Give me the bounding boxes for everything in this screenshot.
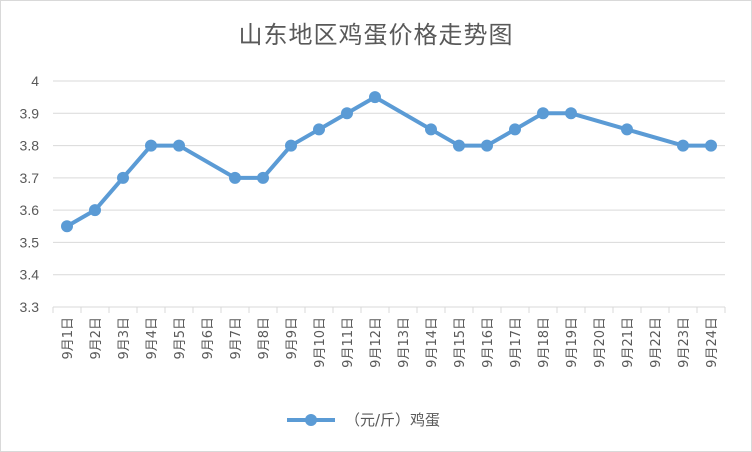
- data-point: [705, 139, 717, 152]
- data-point: [565, 107, 577, 120]
- x-tick-label: 9月1日: [61, 317, 76, 360]
- x-tick-label: 9月15日: [453, 317, 468, 368]
- x-tick-label: 9月7日: [229, 317, 244, 360]
- data-point: [285, 139, 297, 152]
- data-point: [229, 171, 241, 184]
- x-tick-label: 9月2日: [89, 317, 104, 360]
- data-point: [89, 204, 101, 217]
- data-point: [481, 139, 493, 152]
- legend-series-label: （元/斤）鸡蛋: [345, 411, 441, 429]
- data-point: [173, 139, 185, 152]
- data-point: [621, 123, 633, 136]
- x-tick-label: 9月21日: [621, 317, 636, 368]
- data-point: [313, 123, 325, 136]
- data-point: [453, 139, 465, 152]
- data-point: [257, 171, 269, 184]
- data-point: [537, 107, 549, 120]
- legend: （元/斤）鸡蛋: [285, 409, 440, 430]
- y-tick-label: 3.9: [20, 105, 40, 121]
- x-tick-label: 9月8日: [257, 317, 272, 360]
- data-point: [425, 123, 437, 136]
- data-point: [61, 220, 73, 233]
- y-tick-label: 3.5: [20, 234, 40, 250]
- data-point: [341, 107, 353, 120]
- x-tick-label: 9月16日: [481, 317, 496, 368]
- series-line: [66, 95, 711, 229]
- legend-line-marker-icon: [287, 413, 335, 426]
- x-tick-label: 9月10日: [313, 317, 328, 368]
- y-tick-label: 4: [31, 73, 39, 89]
- x-tick-label: 9月23日: [677, 317, 692, 368]
- x-tick-label: 9月17日: [509, 317, 524, 368]
- x-tick-label: 9月4日: [145, 317, 160, 360]
- data-point: [117, 171, 129, 184]
- data-point: [369, 91, 381, 104]
- y-tick-label: 3.3: [20, 299, 40, 315]
- data-point: [509, 123, 521, 136]
- chart-title: 山东地区鸡蛋价格走势图: [238, 21, 514, 49]
- x-tick-label: 9月19日: [565, 317, 580, 368]
- x-tick-label: 9月13日: [397, 317, 412, 368]
- x-tick-label: 9月12日: [369, 317, 384, 368]
- x-tick-label: 9月18日: [537, 317, 552, 368]
- data-point: [677, 139, 689, 152]
- x-tick-label: 9月24日: [705, 317, 720, 368]
- x-tick-label: 9月20日: [593, 317, 608, 368]
- data-point: [145, 139, 157, 152]
- x-tick-label: 9月5日: [173, 317, 188, 360]
- y-tick-label: 3.4: [20, 267, 40, 283]
- x-tick-label: 9月6日: [201, 317, 216, 360]
- x-tick-label: 9月9日: [285, 317, 300, 360]
- y-tick-label: 3.8: [20, 138, 40, 154]
- x-tick-label: 9月22日: [649, 317, 664, 368]
- x-tick-label: 9月3日: [117, 317, 132, 360]
- x-tick-label: 9月11日: [341, 317, 356, 368]
- y-tick-label: 3.6: [20, 202, 40, 218]
- y-tick-label: 3.7: [20, 170, 40, 186]
- x-tick-label: 9月14日: [425, 317, 440, 368]
